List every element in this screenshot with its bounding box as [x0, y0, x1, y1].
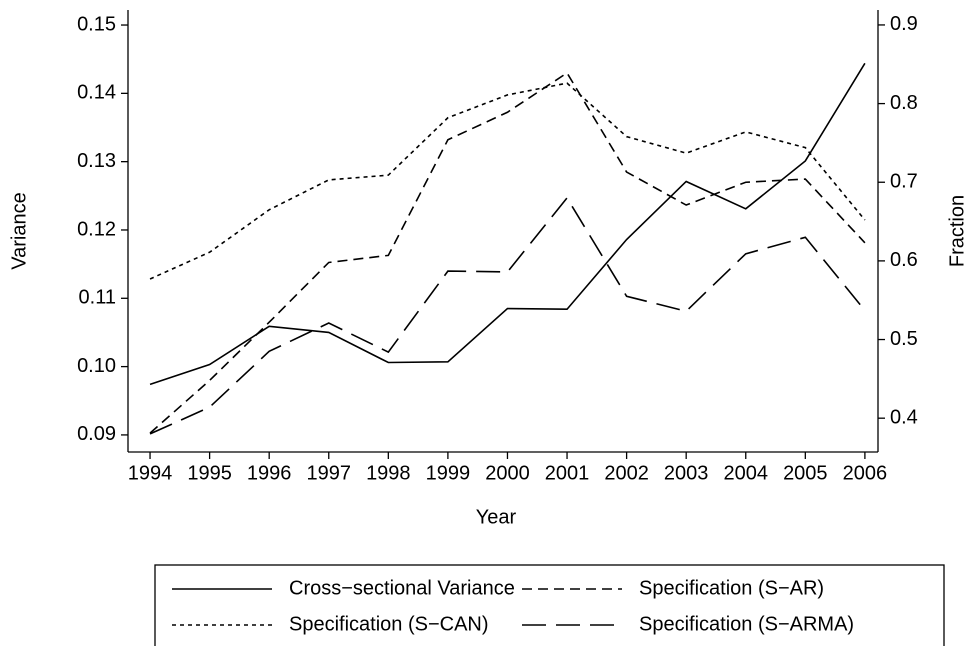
series-line	[149, 71, 866, 434]
x-tick-label: 2001	[545, 462, 590, 484]
x-tick-label: 2004	[724, 462, 769, 484]
series-line	[149, 62, 866, 386]
y2-tick-label: 0.6	[890, 249, 918, 271]
x-tick-label: 2003	[664, 462, 709, 484]
x-tick-label: 1998	[366, 462, 411, 484]
legend-box	[154, 564, 945, 646]
y-tick-label: 0.10	[77, 355, 116, 377]
y2-tick-label: 0.7	[890, 171, 918, 193]
y-tick-label: 0.15	[77, 13, 116, 35]
legend-label: Specification (S−CAN)	[289, 613, 489, 635]
x-tick-label: 2002	[604, 462, 649, 484]
x-tick-label: 2006	[843, 462, 888, 484]
y-tick-label: 0.09	[77, 423, 116, 445]
series-line	[149, 196, 866, 435]
y-tick-label: 0.12	[77, 218, 116, 240]
x-tick-label: 1999	[426, 462, 471, 484]
x-tick-label: 1994	[128, 462, 173, 484]
legend-label: Specification (S−AR)	[639, 577, 824, 599]
x-tick-label: 1996	[247, 462, 292, 484]
y-axis-title: Variance	[8, 192, 30, 269]
x-axis-title: Year	[476, 506, 517, 528]
x-tick-label: 2005	[783, 462, 828, 484]
y-tick-label: 0.14	[77, 82, 116, 104]
legend-label: Specification (S−ARMA)	[639, 613, 854, 635]
y2-tick-label: 0.9	[890, 13, 918, 35]
y2-tick-label: 0.5	[890, 328, 918, 350]
x-tick-label: 1997	[307, 462, 352, 484]
series-line	[149, 82, 866, 280]
legend-label: Cross−sectional Variance	[289, 577, 515, 599]
y-tick-label: 0.11	[79, 287, 116, 309]
x-tick-label: 1995	[187, 462, 232, 484]
y2-tick-label: 0.8	[890, 92, 918, 114]
x-tick-label: 2000	[485, 462, 530, 484]
y2-axis-title: Fraction	[946, 195, 968, 267]
y-tick-label: 0.13	[77, 150, 116, 172]
y2-tick-label: 0.4	[890, 406, 918, 428]
